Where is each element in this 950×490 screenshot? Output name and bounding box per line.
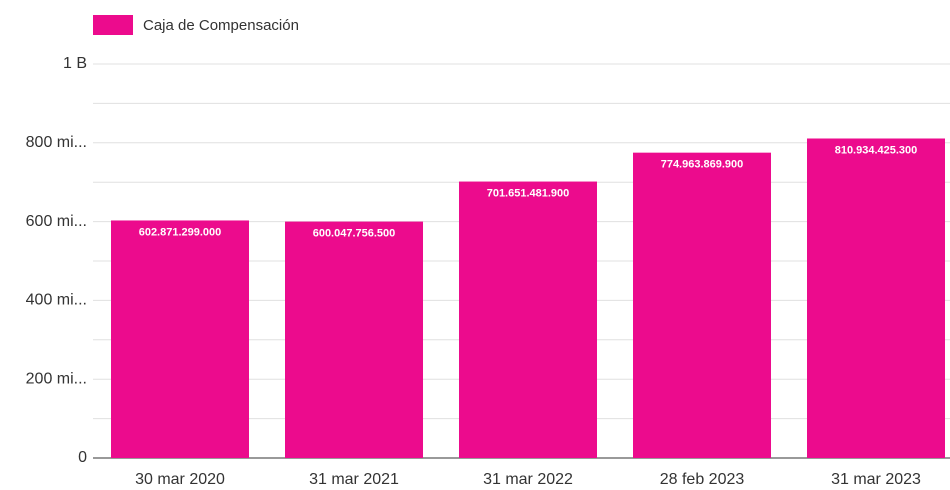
y-tick-label: 800 mi... — [26, 134, 87, 151]
y-tick-label: 400 mi... — [26, 292, 87, 309]
y-tick-label: 1 B — [63, 55, 87, 72]
y-tick-label: 600 mi... — [26, 213, 87, 230]
x-tick-label: 28 feb 2023 — [660, 471, 745, 488]
bar — [807, 138, 945, 459]
bar — [111, 220, 249, 458]
value-label: 600.047.756.500 — [313, 227, 396, 239]
x-tick-label: 31 mar 2022 — [483, 471, 573, 488]
value-label: 774.963.869.900 — [661, 159, 744, 171]
x-tick-label: 31 mar 2023 — [831, 471, 921, 488]
y-tick-label: 200 mi... — [26, 370, 87, 387]
value-label: 810.934.425.300 — [835, 144, 918, 156]
x-tick-label: 30 mar 2020 — [135, 471, 225, 488]
bar — [285, 221, 423, 458]
value-label: 602.871.299.000 — [139, 226, 222, 238]
value-label: 701.651.481.900 — [487, 187, 570, 199]
bar — [633, 152, 771, 458]
bar — [459, 181, 597, 458]
y-tick-label: 0 — [78, 449, 87, 466]
legend-swatch — [93, 15, 133, 35]
x-tick-label: 31 mar 2021 — [309, 471, 399, 488]
legend-label: Caja de Compensación — [143, 17, 299, 34]
